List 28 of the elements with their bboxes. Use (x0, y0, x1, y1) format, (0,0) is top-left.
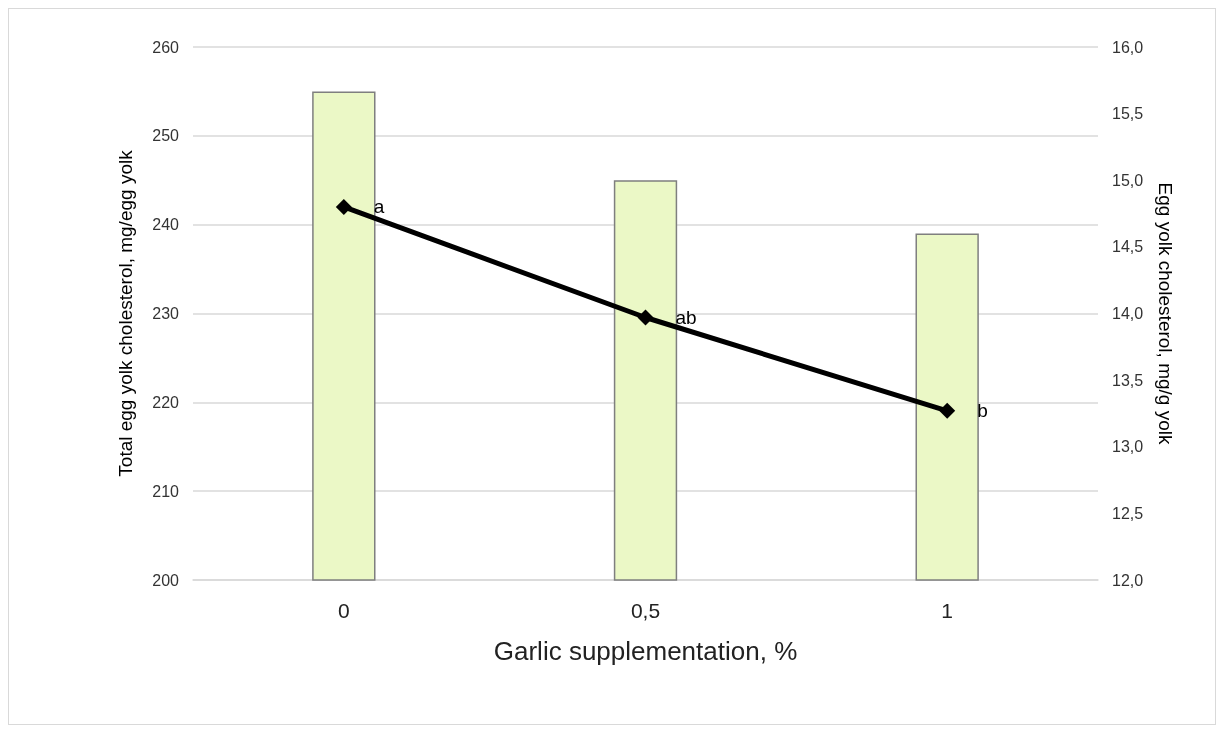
point (637, 309, 654, 326)
y2-tick-label: 14,0 (1112, 305, 1144, 322)
y2-tick-label: 12,5 (1112, 504, 1144, 522)
y-tick-label: 250 (152, 127, 180, 145)
y2-tick-label: 12,0 (1112, 571, 1144, 589)
y2-tick-label: 16,0 (1112, 38, 1144, 56)
x-tick-label: 1 (941, 599, 954, 622)
y-axis-title: Total egg yolk cholesterol, mg/egg yolk (115, 149, 136, 477)
y-tick-label: 240 (152, 216, 180, 234)
y2-tick-label: 13,5 (1112, 371, 1144, 389)
x-tick-label: 0 (337, 599, 350, 622)
y2-tick-label: 15,0 (1112, 171, 1144, 189)
y-tick-label: 260 (152, 38, 180, 56)
y-tick-label: 210 (152, 482, 180, 500)
y2-axis-title: Egg yolk cholesterol, mg/g yolk (1155, 182, 1176, 445)
y-tick-label: 220 (152, 393, 180, 411)
y2-tick-label: 13,0 (1112, 438, 1144, 456)
y2-tick-label: 15,5 (1112, 105, 1144, 123)
y-tick-label: 230 (152, 305, 180, 322)
y-tick-label: 200 (152, 571, 180, 589)
data-label: b (977, 400, 988, 422)
point (939, 402, 956, 419)
y2-tick-label: 14,5 (1112, 238, 1144, 256)
data-label: a (373, 196, 385, 218)
x-axis-title: Garlic supplementation, % (493, 636, 798, 666)
x-tick-label: 0,5 (630, 599, 661, 622)
point (335, 198, 352, 215)
data-label: ab (675, 307, 697, 328)
